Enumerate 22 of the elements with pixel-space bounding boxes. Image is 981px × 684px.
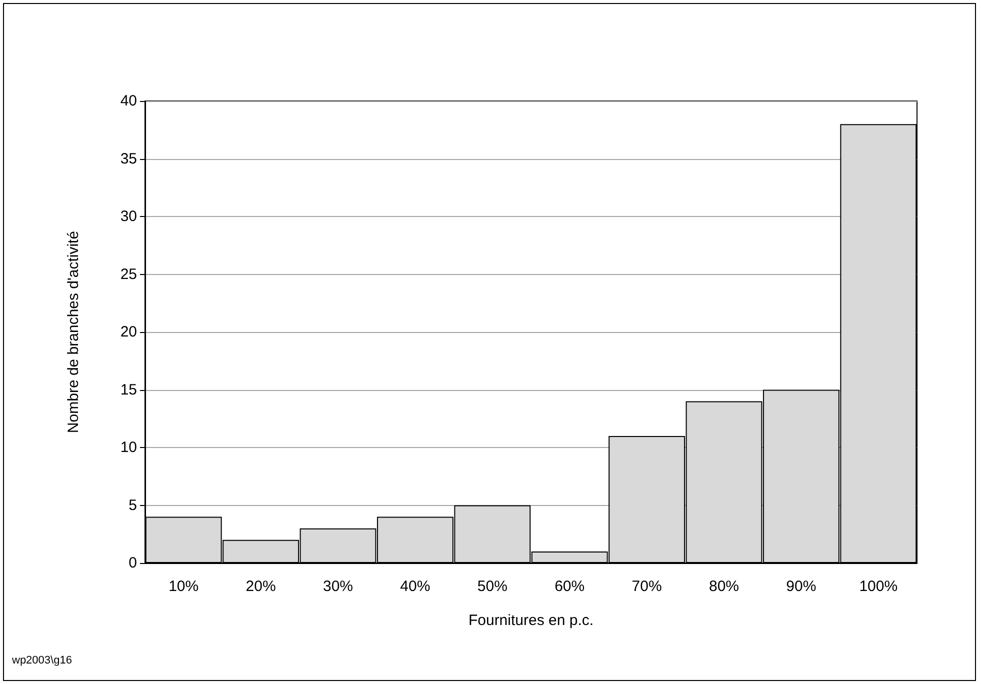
y-tick-label: 10 xyxy=(120,439,137,456)
x-tick-label: 20% xyxy=(246,578,276,595)
x-tick-label: 80% xyxy=(708,578,740,595)
x-tick-label: 40% xyxy=(400,578,430,595)
x-tick-label: 100% xyxy=(859,578,898,595)
y-axis-title: Nombre de branches d'activité xyxy=(65,230,82,434)
y-tick-label: 5 xyxy=(128,496,137,514)
x-tick-label: 60% xyxy=(554,578,585,595)
x-tick-label: 30% xyxy=(322,578,354,595)
x-tick-label: 50% xyxy=(477,578,508,595)
x-axis-title: Fournitures en p.c. xyxy=(468,612,594,629)
y-tick-label: 15 xyxy=(120,381,137,398)
y-tick-label: 40 xyxy=(120,92,137,110)
y-tick-label: 35 xyxy=(120,150,137,168)
x-tick-label: 70% xyxy=(632,578,662,595)
y-tick-label: 0 xyxy=(128,554,137,572)
x-tick-label: 90% xyxy=(786,578,816,595)
x-tick-label: 10% xyxy=(168,578,199,595)
y-tick-label: 20 xyxy=(120,324,137,340)
y-tick-label: 30 xyxy=(120,208,137,225)
text: wp2003\g16 xyxy=(11,654,72,666)
y-tick-label: 25 xyxy=(120,266,137,283)
